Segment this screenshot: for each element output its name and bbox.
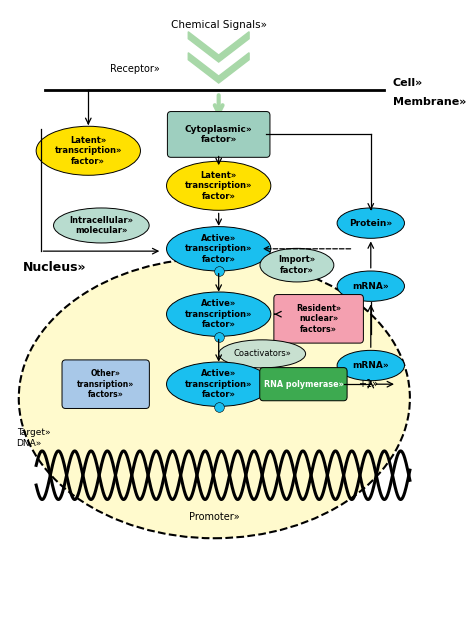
Ellipse shape: [19, 258, 410, 538]
Polygon shape: [188, 53, 249, 83]
FancyBboxPatch shape: [62, 360, 149, 408]
Text: +1»: +1»: [358, 379, 378, 389]
Text: Chemical Signals»: Chemical Signals»: [171, 20, 267, 30]
Text: Active»
transcription»
factor»: Active» transcription» factor»: [185, 369, 252, 399]
Text: Protein»: Protein»: [349, 218, 392, 228]
Ellipse shape: [219, 340, 306, 368]
Text: Active»
transcription»
factor»: Active» transcription» factor»: [185, 234, 252, 264]
Text: mRNA»: mRNA»: [352, 361, 389, 370]
Ellipse shape: [166, 362, 271, 406]
FancyBboxPatch shape: [167, 111, 270, 158]
Text: Coactivators»: Coactivators»: [233, 349, 291, 358]
Text: mRNA»: mRNA»: [352, 282, 389, 291]
Text: Latent»
transcription»
factor»: Latent» transcription» factor»: [55, 136, 122, 166]
Polygon shape: [188, 32, 249, 62]
Ellipse shape: [166, 227, 271, 271]
Text: Receptor»: Receptor»: [110, 64, 160, 74]
Text: Intracellular»
molecular»: Intracellular» molecular»: [69, 216, 133, 235]
Text: Latent»
transcription»
factor»: Latent» transcription» factor»: [185, 171, 252, 201]
Text: Nucleus»: Nucleus»: [23, 261, 87, 274]
Ellipse shape: [36, 126, 140, 175]
Text: RNA polymerase»: RNA polymerase»: [264, 380, 343, 389]
Ellipse shape: [260, 248, 334, 282]
Ellipse shape: [337, 271, 404, 301]
Text: Other»
transription»
factors»: Other» transription» factors»: [77, 369, 134, 399]
FancyBboxPatch shape: [260, 368, 347, 401]
Ellipse shape: [337, 350, 404, 380]
Text: Promoter»: Promoter»: [189, 512, 240, 522]
Text: Membrane»: Membrane»: [392, 97, 466, 107]
Text: Cell»: Cell»: [392, 78, 423, 88]
Text: Resident»
nuclear»
factors»: Resident» nuclear» factors»: [296, 304, 341, 334]
Text: Active»
transcription»
factor»: Active» transcription» factor»: [185, 299, 252, 329]
Ellipse shape: [166, 161, 271, 210]
Ellipse shape: [166, 292, 271, 336]
Text: Target»
DNA»: Target» DNA»: [17, 428, 50, 448]
Text: Import»
factor»: Import» factor»: [278, 256, 316, 275]
Text: Cytoplasmic»
factor»: Cytoplasmic» factor»: [185, 125, 253, 144]
FancyBboxPatch shape: [274, 294, 364, 343]
Ellipse shape: [337, 208, 404, 238]
Ellipse shape: [54, 208, 149, 243]
